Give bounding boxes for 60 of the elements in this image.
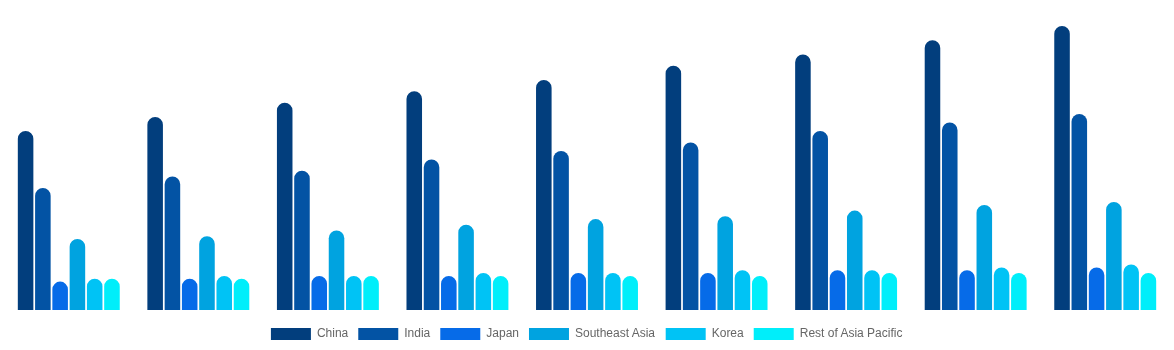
bar (1054, 26, 1070, 310)
bar (622, 275, 638, 310)
bar (311, 275, 328, 310)
legend-label: India (404, 326, 431, 341)
bar (1071, 114, 1088, 310)
legend-label: Rest of Asia Pacific (799, 326, 903, 341)
bar (216, 275, 233, 310)
bar (1088, 267, 1105, 310)
bar (682, 142, 699, 310)
bar (1140, 273, 1157, 310)
bar (1106, 202, 1122, 310)
bar (86, 278, 103, 310)
bar (881, 273, 898, 310)
bar (734, 270, 751, 310)
bar (17, 131, 34, 310)
bar (864, 270, 880, 310)
legend-label: Southeast Asia (574, 326, 656, 341)
bar (812, 131, 828, 310)
bar (441, 275, 457, 310)
bar (346, 275, 362, 310)
bar (328, 230, 345, 310)
bar (276, 102, 293, 310)
bar (717, 216, 733, 310)
bar (35, 187, 51, 310)
bar (492, 275, 509, 310)
bar (406, 91, 423, 310)
legend-label: China (316, 326, 349, 341)
bar (587, 219, 604, 310)
bar (104, 278, 120, 310)
bar (976, 204, 993, 310)
bar (924, 40, 941, 310)
legend-label: Japan (486, 326, 519, 341)
bar (363, 275, 379, 310)
bar (233, 278, 250, 310)
bar (751, 275, 768, 310)
bar (605, 273, 621, 310)
bar (423, 159, 440, 310)
legend-label: Korea (711, 326, 745, 341)
bar (536, 79, 552, 310)
bar (553, 150, 569, 310)
bar (475, 273, 492, 310)
bar (700, 273, 716, 310)
bar (846, 210, 863, 310)
bar (993, 267, 1010, 310)
bar (458, 224, 474, 310)
bar (199, 236, 215, 310)
bar (69, 239, 86, 310)
bar (164, 176, 181, 310)
bar (665, 65, 682, 310)
bar (52, 281, 68, 310)
bar (1123, 264, 1139, 310)
bar (959, 270, 975, 310)
bar (829, 270, 846, 310)
bar (147, 116, 163, 310)
bar (795, 54, 811, 310)
bar (941, 122, 958, 310)
bar (294, 170, 310, 310)
bar (570, 273, 587, 310)
bar (181, 278, 198, 310)
bar (1011, 273, 1027, 310)
